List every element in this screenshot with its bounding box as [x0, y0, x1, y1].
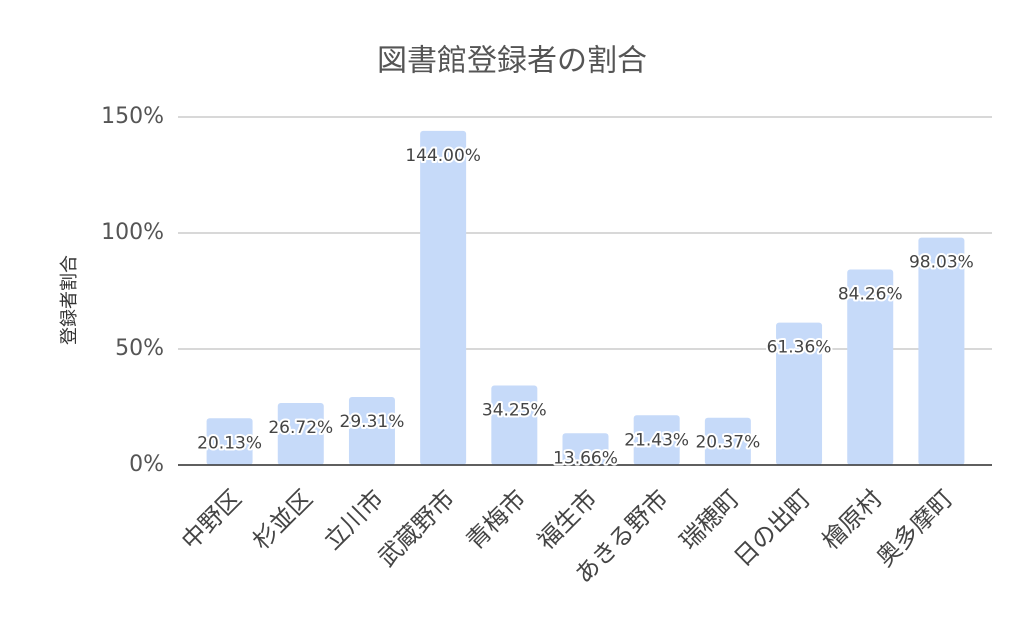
y-tick-label: 50%	[115, 336, 164, 361]
x-tick-label: 武蔵野市	[373, 484, 461, 572]
bar	[776, 322, 823, 465]
chart-title: 図書館登録者の割合	[377, 44, 647, 79]
value-label: 13.66%	[553, 448, 618, 468]
y-tick-label: 150%	[101, 104, 164, 129]
value-label: 98.03%	[909, 253, 974, 273]
bar	[562, 433, 609, 465]
x-tick-label: 立川市	[318, 484, 389, 555]
x-tick-label: 日の出町	[729, 484, 817, 572]
value-label: 29.31%	[340, 412, 405, 432]
x-tick-label: 杉並区	[247, 484, 318, 555]
value-label: 144.00%	[405, 146, 481, 166]
value-label: 26.72%	[268, 418, 333, 438]
x-tick-label: 中野区	[176, 484, 247, 555]
bar	[348, 397, 395, 465]
bar	[277, 403, 324, 465]
bar	[491, 385, 538, 465]
value-label: 20.13%	[197, 433, 262, 453]
bar	[420, 130, 467, 466]
value-label: 61.36%	[767, 338, 832, 358]
value-label: 34.25%	[482, 401, 547, 421]
x-tick-label: 瑞穂町	[674, 484, 745, 555]
y-tick-label: 0%	[129, 452, 164, 477]
x-tick-label: 青梅市	[461, 484, 532, 555]
x-tick-label: 福生市	[532, 484, 603, 555]
y-axis-title: 登録者割合	[59, 255, 80, 345]
bar	[704, 417, 751, 465]
value-label: 20.37%	[695, 433, 760, 453]
y-tick-label: 100%	[101, 220, 164, 245]
value-label: 84.26%	[838, 285, 903, 305]
bar	[206, 418, 253, 465]
x-tick-label: 奥多摩町	[871, 484, 959, 572]
x-tick-label: 檜原村	[817, 484, 888, 555]
value-label: 21.43%	[624, 430, 689, 450]
bar	[633, 415, 680, 465]
bar	[847, 269, 894, 465]
bar	[918, 237, 965, 465]
